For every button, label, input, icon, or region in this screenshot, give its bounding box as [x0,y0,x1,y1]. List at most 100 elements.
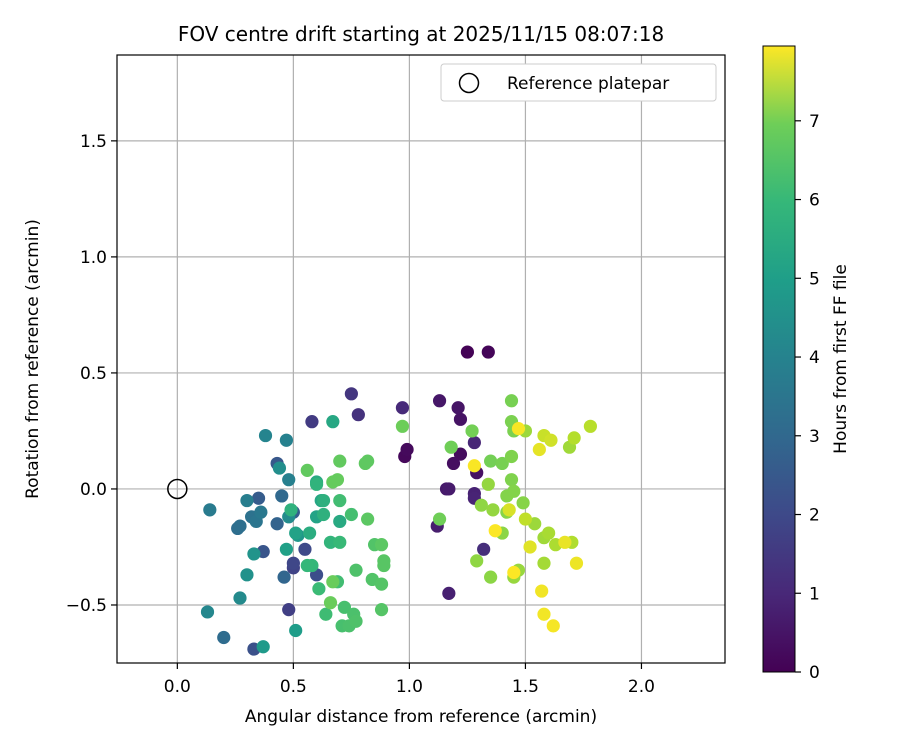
data-point [507,565,521,580]
data-point [535,584,549,598]
y-tick-label: 0.0 [80,480,107,500]
colorbar-tick-label: 4 [809,348,820,368]
data-point [289,526,303,540]
x-tick-label: 1.0 [396,677,423,697]
data-point [233,591,247,605]
colorbar-tick-label: 5 [809,269,820,289]
data-point [395,401,410,415]
data-point [374,538,389,552]
data-point [275,489,289,503]
data-point [300,463,314,477]
data-point [323,535,338,549]
data-point [316,493,331,508]
colorbar-label: Hours from first FF file [831,264,851,454]
data-point [477,542,491,556]
colorbar-tick-label: 1 [809,584,820,604]
data-point [544,433,558,447]
data-point [470,554,484,568]
plot-frame [116,54,726,664]
data-point [326,415,340,429]
colorbar-tick-label: 3 [809,427,820,447]
data-point [432,512,447,526]
data-point [272,461,287,475]
data-point [486,503,500,517]
data-point [495,456,509,471]
colorbar-ticks: 0 1 2 3 4 5 6 7 [795,112,820,683]
data-point [323,596,338,610]
data-point [467,459,481,473]
data-point [474,498,488,512]
data-point [537,607,551,621]
chart-title: FOV centre drift starting at 2025/11/15 … [178,22,664,46]
data-point [488,524,502,538]
x-tick-label: 0.0 [164,677,191,697]
data-point [282,603,296,617]
data-point [467,435,481,450]
data-point [377,558,391,573]
data-point [569,556,584,570]
x-axis-label: Angular distance from reference (arcmin) [245,707,597,727]
data-point [361,454,375,468]
data-point [254,505,268,519]
data-point [312,582,326,596]
data-point [349,563,363,577]
data-point [333,493,347,508]
data-point [546,619,560,633]
data-point [344,507,358,522]
data-point [333,535,347,549]
data-point [453,447,468,461]
data-point [305,415,319,429]
data-point [333,454,347,468]
data-point [537,556,551,570]
data-point [309,477,324,491]
grid-lines [117,55,725,663]
data-point [251,491,266,505]
data-point [279,433,294,447]
data-point [532,442,546,457]
data-point [326,575,340,589]
x-tick-label: 1.5 [512,677,539,697]
colorbar-tick-label: 0 [809,663,820,683]
data-point [465,424,479,438]
reference-platepar-marker [167,478,188,500]
data-point [453,412,468,426]
data-point [518,512,533,526]
data-point [270,517,284,531]
data-point [203,503,217,517]
data-point [319,607,333,621]
data-point [337,600,352,614]
data-point [504,394,519,408]
data-point [484,454,498,468]
data-point [316,507,331,522]
data-point [240,568,254,582]
data-point [300,558,314,573]
data-point [432,394,447,408]
colorbar: 0 1 2 3 4 5 6 7 Hours from first FF file [762,45,851,683]
data-point [460,345,475,359]
legend-reference-label: Reference platepar [507,74,669,94]
data-point [558,535,572,549]
data-point [442,586,456,600]
data-point [451,401,465,415]
y-tick-label: 1.5 [80,132,107,152]
data-point [442,482,456,496]
data-point [444,440,458,454]
colorbar-tick-label: 2 [809,506,820,526]
x-axis-ticks: 0.0 0.5 1.0 1.5 2.0 [164,663,655,697]
data-point [333,514,347,529]
data-point [523,540,537,554]
colorbar-tick-label: 7 [809,112,820,132]
data-point [279,542,294,556]
data-point [542,526,556,540]
data-point [507,484,521,498]
data-point [504,449,519,464]
data-point [200,605,215,619]
legend-box [440,63,717,102]
data-point [247,547,261,561]
data-point [298,542,312,556]
y-tick-label: −0.5 [66,596,107,616]
data-point [361,512,375,526]
data-point [284,503,298,517]
data-point [330,473,345,487]
